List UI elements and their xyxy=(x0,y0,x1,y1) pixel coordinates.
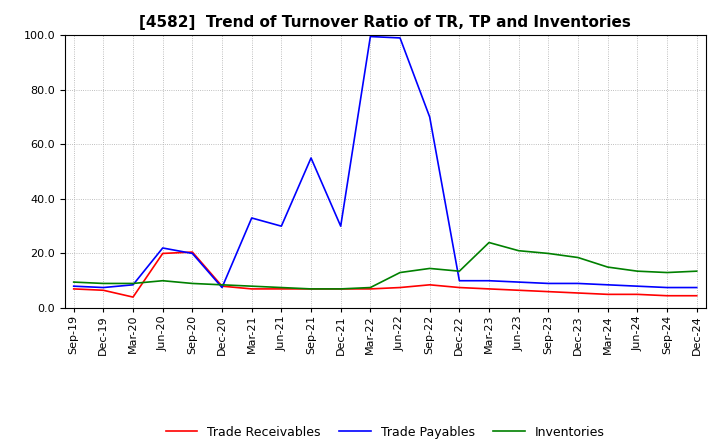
Inventories xyxy=(188,281,197,286)
Title: [4582]  Trend of Turnover Ratio of TR, TP and Inventories: [4582] Trend of Turnover Ratio of TR, TP… xyxy=(139,15,631,30)
Trade Receivables xyxy=(455,285,464,290)
Trade Receivables xyxy=(693,293,701,298)
Trade Payables xyxy=(514,279,523,285)
Trade Receivables xyxy=(603,292,612,297)
Inventories xyxy=(158,278,167,283)
Inventories xyxy=(514,248,523,253)
Inventories xyxy=(277,285,286,290)
Trade Payables xyxy=(277,224,286,229)
Trade Payables xyxy=(662,285,671,290)
Trade Payables xyxy=(396,35,405,40)
Inventories xyxy=(336,286,345,292)
Trade Payables xyxy=(307,155,315,161)
Inventories xyxy=(574,255,582,260)
Trade Receivables xyxy=(129,294,138,300)
Trade Payables xyxy=(248,215,256,220)
Inventories xyxy=(129,281,138,286)
Inventories xyxy=(455,268,464,274)
Trade Payables xyxy=(158,246,167,251)
Inventories xyxy=(248,283,256,289)
Trade Receivables xyxy=(217,283,226,289)
Trade Payables xyxy=(336,224,345,229)
Trade Payables xyxy=(426,114,434,120)
Trade Receivables xyxy=(514,288,523,293)
Trade Payables xyxy=(69,283,78,289)
Line: Inventories: Inventories xyxy=(73,242,697,289)
Trade Payables xyxy=(603,282,612,287)
Trade Receivables xyxy=(277,286,286,292)
Legend: Trade Receivables, Trade Payables, Inventories: Trade Receivables, Trade Payables, Inven… xyxy=(161,421,610,440)
Trade Receivables xyxy=(188,249,197,255)
Inventories xyxy=(217,282,226,287)
Trade Receivables xyxy=(574,290,582,296)
Trade Receivables xyxy=(366,286,374,292)
Trade Payables xyxy=(693,285,701,290)
Trade Receivables xyxy=(633,292,642,297)
Trade Payables xyxy=(366,34,374,39)
Trade Payables xyxy=(574,281,582,286)
Trade Receivables xyxy=(248,286,256,292)
Trade Payables xyxy=(633,283,642,289)
Inventories xyxy=(662,270,671,275)
Trade Payables xyxy=(455,278,464,283)
Inventories xyxy=(603,264,612,270)
Trade Receivables xyxy=(396,285,405,290)
Inventories xyxy=(69,279,78,285)
Trade Payables xyxy=(544,281,553,286)
Trade Payables xyxy=(129,282,138,287)
Line: Trade Receivables: Trade Receivables xyxy=(73,252,697,297)
Trade Receivables xyxy=(69,286,78,292)
Trade Receivables xyxy=(158,251,167,256)
Trade Receivables xyxy=(336,286,345,292)
Trade Payables xyxy=(188,251,197,256)
Trade Receivables xyxy=(307,286,315,292)
Inventories xyxy=(396,270,405,275)
Trade Payables xyxy=(217,285,226,290)
Trade Receivables xyxy=(99,288,108,293)
Trade Receivables xyxy=(485,286,493,292)
Inventories xyxy=(426,266,434,271)
Trade Payables xyxy=(99,285,108,290)
Line: Trade Payables: Trade Payables xyxy=(73,37,697,288)
Trade Receivables xyxy=(426,282,434,287)
Inventories xyxy=(693,268,701,274)
Inventories xyxy=(366,285,374,290)
Inventories xyxy=(544,251,553,256)
Trade Receivables xyxy=(544,289,553,294)
Inventories xyxy=(99,281,108,286)
Inventories xyxy=(633,268,642,274)
Inventories xyxy=(485,240,493,245)
Trade Payables xyxy=(485,278,493,283)
Trade Receivables xyxy=(662,293,671,298)
Inventories xyxy=(307,286,315,292)
